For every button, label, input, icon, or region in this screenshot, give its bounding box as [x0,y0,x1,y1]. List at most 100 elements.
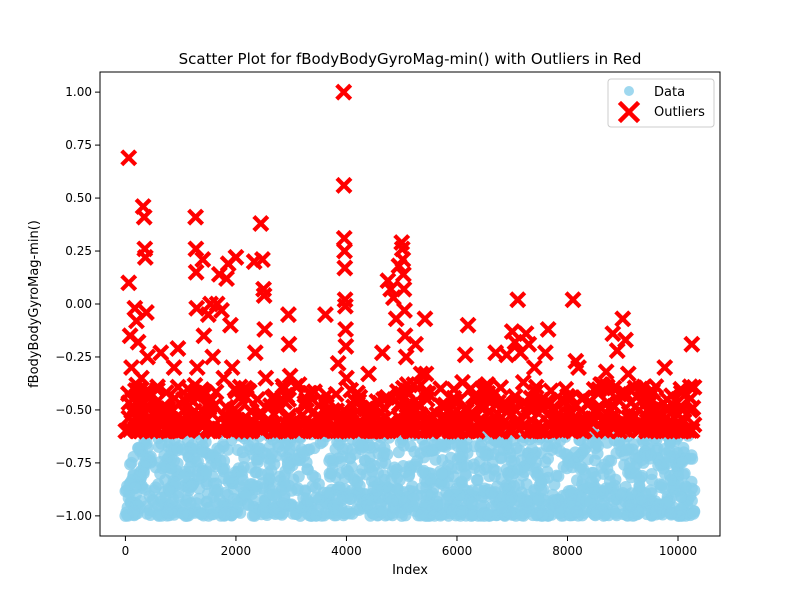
data-point [645,448,657,461]
data-point [144,450,157,463]
outlier-point [188,299,206,317]
data-point [615,488,628,501]
outlier-point [221,316,239,334]
x-axis-label: Index [392,563,428,578]
outlier-point [520,335,538,353]
outlier-point [478,376,496,393]
data-point [250,466,263,479]
outlier-point [396,301,413,319]
data-point [251,456,264,469]
data-point [545,497,558,510]
outlier-point [277,386,295,404]
data-point [152,499,164,512]
data-point [530,507,543,520]
outlier-point [194,251,212,268]
data-point [535,484,548,497]
outlier-point [432,380,450,398]
outlier-point [132,369,150,387]
data-point [392,483,405,496]
data-point [267,488,279,501]
data-point [204,501,217,514]
outlier-point [642,412,659,429]
outlier-point [550,412,568,429]
data-point [236,446,249,459]
data-point [213,493,226,506]
data-point [664,507,677,520]
outlier-point [439,417,457,434]
outlier-point [527,422,545,440]
data-point [685,494,698,507]
outlier-point [610,385,628,403]
outlier-point [131,401,149,419]
data-point [570,505,583,518]
outlier-point [373,344,391,362]
data-point [223,471,236,484]
legend-data-label: Data [654,85,685,100]
data-point [168,476,181,489]
outlier-point [225,401,243,419]
legend-outliers-marker [617,100,641,124]
outlier-points-layer [117,83,703,440]
outlier-point [401,405,419,423]
data-point [190,497,203,510]
data-point [470,473,483,486]
outlier-point [255,287,273,304]
data-point [123,478,136,491]
outlier-point [462,404,480,422]
outlier-point [542,382,560,400]
outlier-point [256,320,274,338]
data-point [520,478,533,491]
data-point [460,441,473,454]
outlier-point [190,412,208,429]
y-axis-label: fBodyBodyGyroMag-min() [27,220,42,388]
data-point [218,507,231,520]
data-point [387,506,399,519]
data-point [306,469,319,482]
outlier-point [253,251,271,268]
y-axis: −1.00 −0.75 −0.50 −0.25 0.00 0.25 0.50 0.75 1.00 [55,85,100,523]
data-point [585,476,598,488]
data-point [183,461,196,474]
outlier-point [581,392,599,410]
data-point [603,468,616,481]
outlier-point [604,325,622,343]
data-point [177,470,190,483]
data-point [610,507,623,520]
data-point [495,501,508,514]
data-point [402,470,415,483]
data-point [571,474,583,487]
data-point [488,470,501,483]
data-point [181,446,194,459]
outlier-point [337,337,355,355]
data-point [256,477,269,490]
outlier-point [492,379,510,397]
data-point [252,442,264,455]
data-point [600,482,613,495]
data-point [511,463,523,476]
y-tick-label: 0.25 [65,244,92,258]
data-point [654,459,667,471]
outlier-point [188,359,206,377]
outlier-point [337,369,355,387]
x-tick-label: 4000 [331,544,362,558]
data-point [376,505,389,518]
data-point [669,446,682,459]
data-point [640,508,653,521]
legend: Data Outliers [607,78,715,128]
data-point [441,492,453,505]
outlier-point [152,344,170,362]
outlier-point [408,422,426,440]
data-point [435,508,447,521]
outlier-point [500,398,518,416]
outlier-point [566,421,584,439]
data-point [132,442,145,455]
x-tick-label: 6000 [442,544,473,558]
outlier-point [617,331,634,349]
outlier-point [126,299,144,317]
data-point [508,480,521,493]
outlier-point [246,344,264,362]
data-point [134,495,147,507]
data-point [645,468,658,480]
data-point [227,492,240,505]
outlier-point [329,354,347,372]
